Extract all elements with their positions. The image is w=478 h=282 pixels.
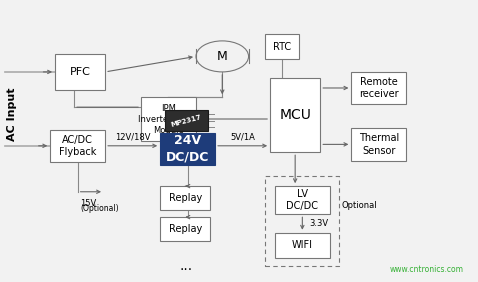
Text: RTC: RTC [273,41,291,52]
FancyBboxPatch shape [165,110,208,131]
Text: Remote
receiver: Remote receiver [359,77,399,99]
FancyBboxPatch shape [351,72,406,104]
Text: 5V/1A: 5V/1A [230,133,255,142]
Text: 12V/18V: 12V/18V [115,133,151,142]
Text: M: M [217,50,228,63]
FancyBboxPatch shape [265,34,299,59]
FancyBboxPatch shape [275,186,330,214]
FancyBboxPatch shape [160,186,210,210]
FancyBboxPatch shape [275,233,330,258]
Text: 24V
DC/DC: 24V DC/DC [166,134,209,163]
Text: MCU: MCU [279,108,311,122]
FancyBboxPatch shape [160,133,215,165]
FancyBboxPatch shape [160,217,210,241]
Text: 15V: 15V [80,199,96,208]
Text: PFC: PFC [70,67,90,77]
Text: Thermal
Sensor: Thermal Sensor [358,133,399,156]
FancyBboxPatch shape [55,54,105,90]
Text: Replay: Replay [169,224,202,234]
Text: AC/DC
Flyback: AC/DC Flyback [59,135,97,157]
Text: WIFI: WIFI [292,240,313,250]
Text: (Optional): (Optional) [80,204,119,213]
Text: 3.3V: 3.3V [310,219,329,228]
Text: AC Input: AC Input [7,87,17,141]
Text: Optional: Optional [342,201,378,210]
Text: LV
DC/DC: LV DC/DC [286,189,318,212]
Text: ...: ... [180,259,193,274]
FancyBboxPatch shape [270,78,320,152]
FancyBboxPatch shape [351,128,406,161]
Text: IPM
Inverter Power
Module: IPM Inverter Power Module [138,103,199,135]
FancyBboxPatch shape [50,130,105,162]
Text: MP2317: MP2317 [171,114,202,127]
FancyBboxPatch shape [141,97,196,141]
Text: Replay: Replay [169,193,202,203]
Text: www.cntronics.com: www.cntronics.com [390,265,464,274]
